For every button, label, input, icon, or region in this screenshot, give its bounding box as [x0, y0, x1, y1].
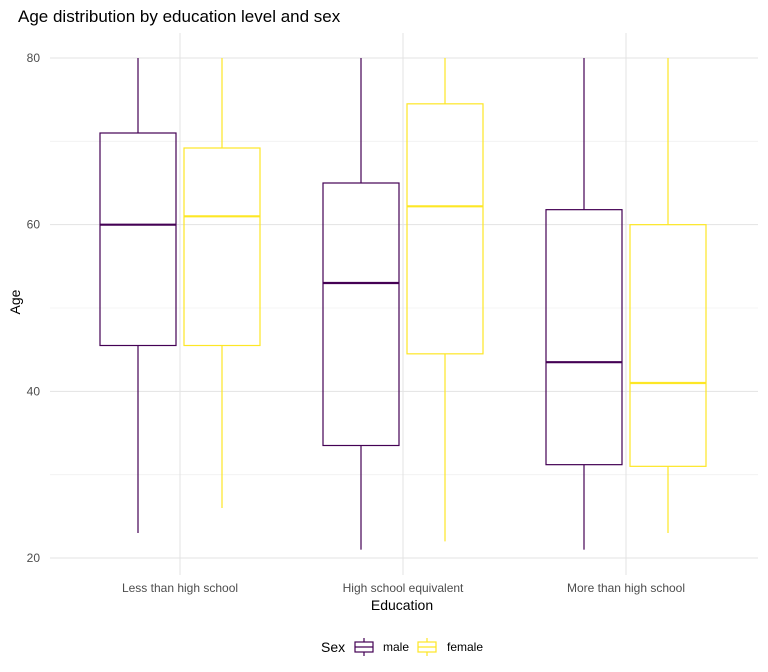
y-tick-label: 80: [27, 51, 41, 65]
x-axis-ticks: Less than high school High school equival…: [122, 581, 685, 595]
legend-label-female: female: [447, 640, 483, 654]
grid: [50, 33, 758, 575]
box-iqr: [322, 182, 400, 447]
box-male: [322, 58, 400, 550]
y-tick-label: 60: [27, 218, 41, 232]
box-iqr: [406, 103, 484, 355]
x-tick-label: High school equivalent: [343, 581, 464, 595]
legend-key-male: [354, 638, 374, 656]
chart-title: Age distribution by education level and …: [18, 7, 341, 26]
box-female: [406, 58, 484, 542]
box-male: [545, 58, 623, 550]
x-axis-title: Education: [371, 597, 433, 613]
legend: Sex male female: [321, 638, 483, 656]
y-axis-title: Age: [7, 289, 23, 314]
legend-label-male: male: [383, 640, 409, 654]
box-female: [183, 58, 261, 508]
box-female: [629, 58, 707, 533]
box-iqr: [99, 132, 177, 347]
x-tick-label: More than high school: [567, 581, 685, 595]
boxplots: [99, 58, 707, 550]
box-iqr: [629, 224, 707, 467]
box-iqr: [545, 209, 623, 466]
box-iqr: [183, 147, 261, 347]
y-tick-label: 40: [27, 384, 41, 398]
box-male: [99, 58, 177, 533]
x-tick-label: Less than high school: [122, 581, 238, 595]
legend-key-female: [417, 638, 437, 656]
legend-title: Sex: [321, 639, 345, 655]
y-tick-label: 20: [27, 551, 41, 565]
y-axis-ticks: 20 40 60 80: [27, 51, 41, 565]
